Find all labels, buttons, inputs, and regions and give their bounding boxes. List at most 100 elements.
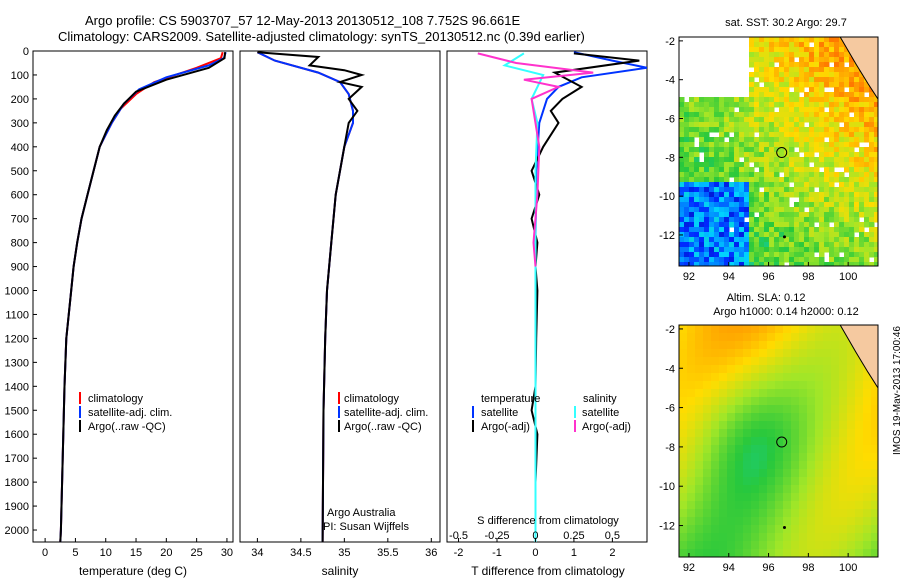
map-cell [814, 67, 820, 73]
map-cell [794, 192, 800, 198]
map-cell [799, 469, 808, 478]
temperature-legend: climatology satellite-adj. clim. Argo(..… [79, 392, 172, 433]
map-cell [829, 122, 835, 128]
map-cell [864, 177, 870, 183]
map-cell [794, 92, 800, 98]
map-cell [695, 405, 704, 414]
map-cell [767, 453, 776, 462]
map-cell [831, 525, 840, 534]
map-cell [734, 137, 740, 143]
map-cell [794, 222, 800, 228]
map-cell [687, 365, 696, 374]
map-cell [699, 232, 705, 238]
map-cell [804, 112, 810, 118]
map-cell [749, 62, 755, 68]
figure-title-line1: Argo profile: CS 5903707_57 12-May-2013 … [85, 13, 521, 28]
map-cell [824, 42, 830, 48]
map-cell [714, 232, 720, 238]
map-cell [834, 172, 840, 178]
sst-map [679, 37, 878, 266]
map-cell [764, 247, 770, 253]
temperature-plot [59, 51, 227, 542]
map-cell [735, 341, 744, 350]
map-cell [754, 47, 760, 53]
map-cell [759, 162, 765, 168]
map-cell [815, 381, 824, 390]
map-cell [724, 207, 730, 213]
legend-label-climatology: climatology [88, 393, 144, 405]
map-cell [739, 117, 745, 123]
map-x-tick-label: 100 [839, 271, 857, 283]
map-cell [744, 192, 750, 198]
map-cell [743, 445, 752, 454]
map-cell [719, 167, 725, 173]
map-cell [719, 485, 728, 494]
x-tick-label: 36 [425, 547, 437, 559]
map-cell [855, 501, 864, 510]
map-cell [855, 429, 864, 438]
map-cell [864, 202, 870, 208]
map-cell [814, 167, 820, 173]
map-cell [815, 437, 824, 446]
map-cell [735, 413, 744, 422]
map-cell [754, 102, 760, 108]
map-cell [791, 373, 800, 382]
map-cell [679, 397, 688, 406]
map-cell [783, 333, 792, 342]
map-cell [794, 212, 800, 218]
map-cell [804, 37, 810, 43]
map-cell [735, 461, 744, 470]
map-cell [711, 477, 720, 486]
map-cell [769, 37, 775, 43]
map-cell [699, 102, 705, 108]
map-cell [824, 147, 830, 153]
depth-tick-label: 1200 [5, 333, 29, 345]
map-cell [799, 112, 805, 118]
map-cell [714, 187, 720, 193]
map-cell [864, 217, 870, 223]
map-cell [783, 405, 792, 414]
map-cell [739, 222, 745, 228]
map-cell [854, 192, 860, 198]
map-cell [724, 162, 730, 168]
map-cell [839, 52, 845, 58]
map-cell [764, 47, 770, 53]
map-cell [784, 147, 790, 153]
map-cell [764, 172, 770, 178]
map-cell [863, 469, 872, 478]
map-cell [687, 405, 696, 414]
map-cell [814, 92, 820, 98]
map-cell [807, 549, 816, 557]
map-cell [804, 227, 810, 233]
map-cell [799, 257, 805, 263]
map-cell [679, 501, 688, 510]
map-cell [759, 157, 765, 163]
map-cell [754, 62, 760, 68]
map-cell [779, 182, 785, 188]
map-cell [815, 501, 824, 510]
map-cell [824, 242, 830, 248]
map-cell [809, 122, 815, 128]
map-cell [815, 469, 824, 478]
series-line-argo-raw-qc- [257, 51, 366, 542]
map-cell [799, 77, 805, 83]
map-cell [874, 212, 878, 218]
map-cell [831, 333, 840, 342]
map-cell [779, 157, 785, 163]
map-cell [749, 197, 755, 203]
map-cell [679, 182, 685, 188]
map-cell [679, 142, 685, 148]
map-cell [703, 477, 712, 486]
map-cell [854, 252, 860, 258]
map-cell [749, 177, 755, 183]
map-cell [709, 247, 715, 253]
map-cell [727, 453, 736, 462]
map-cell [769, 247, 775, 253]
map-cell [739, 242, 745, 248]
map-cell [871, 509, 878, 518]
map-cell [764, 127, 770, 133]
map-cell [807, 405, 816, 414]
map-cell [839, 157, 845, 163]
map-cell [871, 413, 878, 422]
map-cell [844, 187, 850, 193]
